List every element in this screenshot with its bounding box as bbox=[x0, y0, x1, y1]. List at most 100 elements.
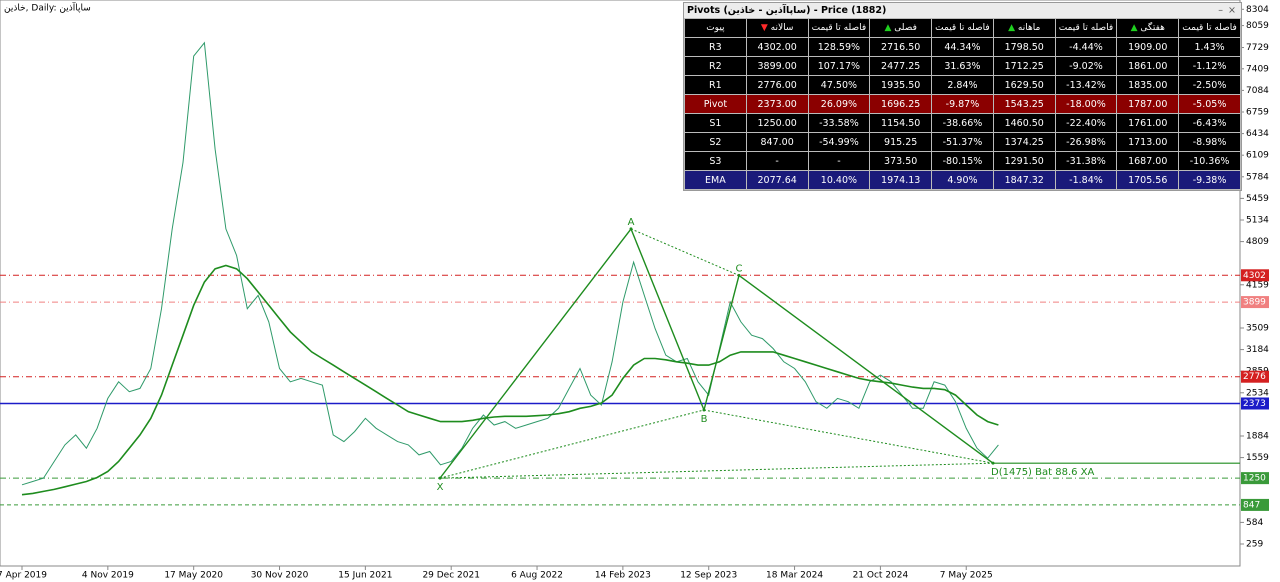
x-tick-label: 7 May 2025 bbox=[940, 571, 993, 581]
y-tick-label: 7084 bbox=[1246, 86, 1269, 96]
y-tick-label: 7729 bbox=[1246, 43, 1269, 53]
pivot-cell: S1 bbox=[684, 113, 747, 133]
column-header: پیوت bbox=[684, 18, 747, 38]
pivot-cell: 915.25 bbox=[869, 132, 933, 152]
minimize-icon[interactable]: – bbox=[1218, 5, 1223, 16]
pivot-cell: 1712.25 bbox=[992, 56, 1056, 76]
level-tag bbox=[1241, 269, 1269, 282]
y-tick-label: 259 bbox=[1246, 539, 1263, 549]
pivot-cell: -80.15% bbox=[931, 151, 994, 171]
column-header-text: ماهانه bbox=[1017, 23, 1041, 33]
pivot-cell: R1 bbox=[684, 75, 747, 95]
pivot-cell: 1154.50 bbox=[869, 113, 933, 133]
level-label: 847 bbox=[1243, 500, 1260, 510]
column-header-text: فاصله تا قیمت bbox=[1182, 23, 1237, 33]
price-line bbox=[21, 41, 999, 486]
column-header-text: فاصله تا قیمت bbox=[811, 23, 867, 33]
y-tick-label: 4159 bbox=[1246, 280, 1269, 290]
pattern-label: A bbox=[628, 217, 635, 228]
pivot-cell: -5.05% bbox=[1178, 94, 1241, 114]
level-tag bbox=[1241, 472, 1269, 485]
pivot-cell: 1250.00 bbox=[745, 113, 809, 133]
pivot-cell: 47.50% bbox=[807, 75, 871, 95]
x-tick-label: 4 Nov 2019 bbox=[82, 571, 134, 581]
pivot-cell: - bbox=[807, 151, 871, 171]
pattern-ratio-line bbox=[703, 409, 994, 464]
y-tick-label: 8304 bbox=[1246, 5, 1269, 15]
pivot-cell: - bbox=[745, 151, 809, 171]
pivot-row: Pivot 2373.00 26.09% 1696.25 -9.87% 1543.25 -1… bbox=[684, 94, 1241, 114]
pattern-ratio-line bbox=[439, 462, 994, 479]
column-header-text: فصلی bbox=[894, 23, 917, 33]
column-header: ▼ سالانه bbox=[745, 18, 809, 38]
pivot-cell: 4.90% bbox=[931, 170, 994, 190]
pivot-cell: 128.59% bbox=[807, 37, 871, 57]
pivot-cell: -4.44% bbox=[1054, 37, 1118, 57]
pivot-row: S3- -373.50 -80.15% 1291.50 -31.38% 1687.00 -1… bbox=[684, 151, 1241, 171]
pivot-cell: -1.84% bbox=[1054, 170, 1118, 190]
close-icon[interactable]: × bbox=[1228, 5, 1236, 16]
pivot-cell: -51.37% bbox=[931, 132, 994, 152]
x-tick-label: 18 Mar 2024 bbox=[766, 571, 823, 581]
column-header-text: پیوت bbox=[706, 23, 725, 33]
level-tag bbox=[1241, 397, 1269, 410]
pivot-cell: -33.58% bbox=[807, 113, 871, 133]
pivot-cell: -18.00% bbox=[1054, 94, 1118, 114]
pivot-cell: 1935.50 bbox=[869, 75, 933, 95]
pattern-ratio-line bbox=[630, 228, 740, 276]
pivot-cell: -8.98% bbox=[1178, 132, 1241, 152]
pivot-cell: 1787.00 bbox=[1116, 94, 1180, 114]
column-header-text: فاصله تا قیمت bbox=[935, 23, 990, 33]
trend-arrow: ▲ bbox=[884, 23, 895, 33]
y-tick-label: 7409 bbox=[1246, 64, 1269, 74]
y-tick-label: 1884 bbox=[1246, 431, 1269, 441]
x-tick-label: 30 Nov 2020 bbox=[251, 571, 309, 581]
pivot-cell: 2716.50 bbox=[869, 37, 933, 57]
pivot-row: R2 3899.00 107.17% 2477.25 31.63% 1712.25 -9.0… bbox=[684, 56, 1241, 76]
column-header-text: فاصله تا قیمت bbox=[1058, 23, 1114, 33]
ema-line bbox=[21, 264, 999, 496]
y-tick-label: 3184 bbox=[1246, 345, 1269, 355]
level-label: 4302 bbox=[1243, 271, 1266, 281]
pattern-point bbox=[702, 408, 706, 412]
pivot-cell: 847.00 bbox=[745, 132, 809, 152]
pivot-cell: 1291.50 bbox=[992, 151, 1056, 171]
y-tick-label: 2534 bbox=[1246, 388, 1269, 398]
pivot-cell: 1696.25 bbox=[869, 94, 933, 114]
level-label: 2776 bbox=[1243, 372, 1266, 382]
level-tag bbox=[1241, 296, 1269, 309]
pivot-cell: 1460.50 bbox=[992, 113, 1056, 133]
y-tick-label: 6109 bbox=[1246, 151, 1269, 161]
pattern-leg bbox=[439, 228, 632, 479]
column-header: ▲ ماهانه bbox=[992, 18, 1056, 38]
pivot-cell: -9.87% bbox=[931, 94, 994, 114]
pivot-cell: 1.43% bbox=[1178, 37, 1241, 57]
pivot-cell: 2776.00 bbox=[745, 75, 809, 95]
x-tick-label: 21 Oct 2024 bbox=[853, 571, 909, 581]
pivot-row: EMA 2077.64 10.40% 1974.13 4.90% 1847.32 -1.84… bbox=[684, 170, 1241, 190]
pattern-label: D(1475) Bat 88.6 XA bbox=[991, 467, 1095, 478]
level-label: 1250 bbox=[1243, 474, 1266, 484]
level-tag bbox=[1241, 370, 1269, 383]
x-tick-label: 7 Apr 2019 bbox=[0, 571, 47, 581]
x-tick-label: 17 May 2020 bbox=[164, 571, 223, 581]
y-tick-label: 5784 bbox=[1246, 172, 1269, 182]
pivot-title: Pivots (ساپاآذین - خاذین) - Price (1882) bbox=[687, 5, 887, 16]
column-header: فاصله تا قیمت bbox=[931, 18, 994, 38]
pivot-cell: 1713.00 bbox=[1116, 132, 1180, 152]
pattern-point bbox=[737, 273, 741, 277]
pivot-cell: 1374.25 bbox=[992, 132, 1056, 152]
pivot-cell: 1543.25 bbox=[992, 94, 1056, 114]
pivot-cell: -10.36% bbox=[1178, 151, 1241, 171]
x-tick-label: 29 Dec 2021 bbox=[422, 571, 480, 581]
column-header: ▲ فصلی bbox=[869, 18, 933, 38]
pivot-cell: -31.38% bbox=[1054, 151, 1118, 171]
pattern-label: B bbox=[701, 414, 708, 425]
pivot-row: S1 1250.00 -33.58% 1154.50 -38.66% 1460.50 -22… bbox=[684, 113, 1241, 133]
level-label: 3899 bbox=[1243, 298, 1266, 308]
pivot-cell: 31.63% bbox=[931, 56, 994, 76]
pattern-point bbox=[991, 461, 995, 465]
level-label: 2373 bbox=[1243, 399, 1266, 409]
y-tick-label: 3509 bbox=[1246, 323, 1269, 333]
pivot-cell: 2077.64 bbox=[745, 170, 809, 190]
